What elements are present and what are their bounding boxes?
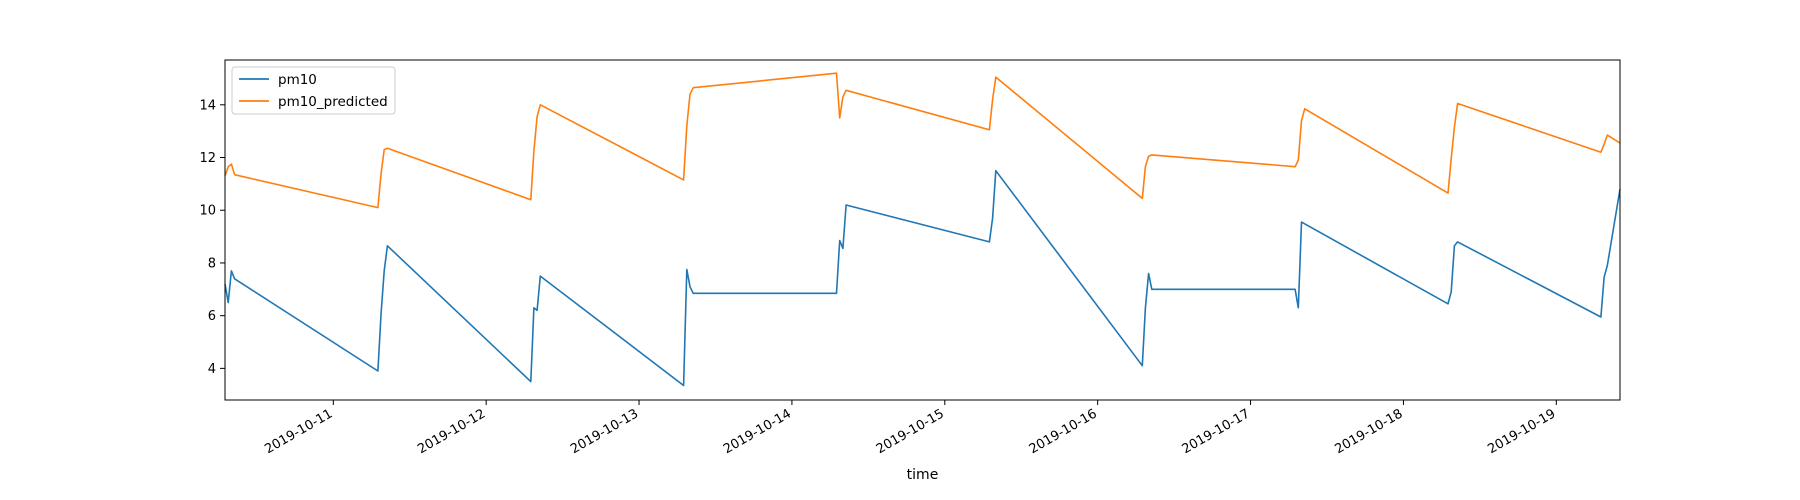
y-tick-label: 4 [208, 362, 216, 377]
x-axis-title: time [907, 467, 939, 483]
y-tick-label: 8 [208, 256, 216, 271]
plot-lines [224, 72, 1621, 387]
legend: pm10 pm10_predicted [231, 66, 396, 115]
legend-label-pm10-predicted: pm10_predicted [278, 94, 388, 110]
legend-box [231, 66, 396, 115]
y-tick-label: 14 [199, 98, 216, 113]
y-axis: 4 6 8 10 12 14 [199, 98, 225, 377]
series-line-pm10 [224, 169, 1621, 387]
y-tick-label: 12 [199, 151, 216, 166]
plot-frame [224, 59, 1621, 401]
y-tick-label: 6 [208, 309, 216, 324]
legend-label-pm10: pm10 [278, 72, 317, 88]
series-line-pm10-predicted [224, 72, 1621, 209]
y-tick-label: 10 [199, 204, 216, 219]
